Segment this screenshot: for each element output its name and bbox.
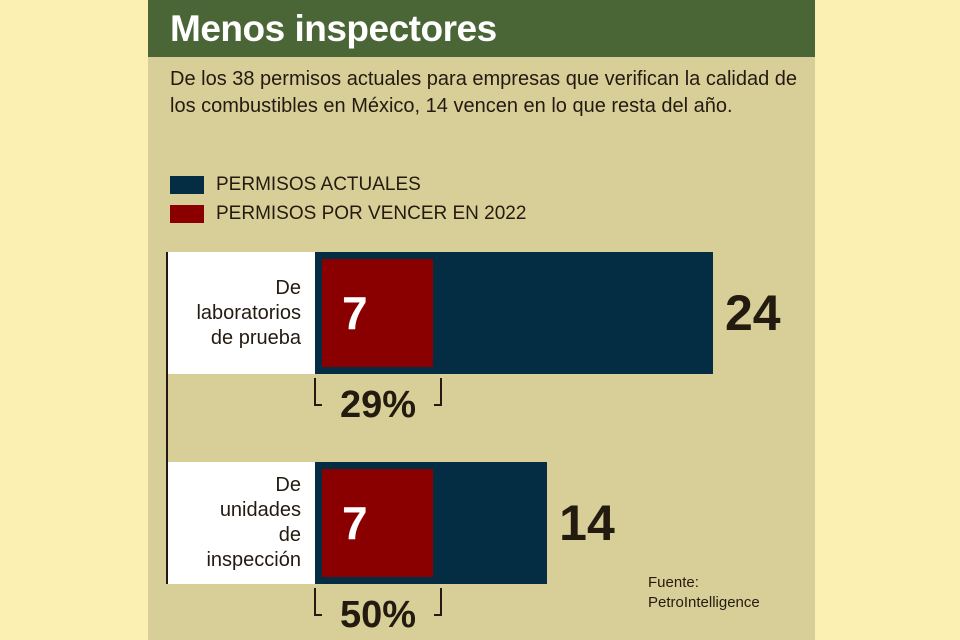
infographic-panel: Menos inspectores De los 38 permisos act…	[148, 0, 815, 640]
percent-label: 50%	[340, 594, 417, 636]
legend-item-current: PERMISOS ACTUALES	[170, 174, 421, 196]
category-label-line: inspección	[206, 549, 301, 571]
legend-item-expiring: PERMISOS POR VENCER EN 2022	[170, 203, 526, 225]
bar-current: 7	[315, 252, 713, 374]
category-label-line: laboratorios	[196, 301, 301, 324]
source-note: Fuente: PetroIntelligence	[648, 573, 760, 613]
legend-swatch-expiring	[170, 205, 204, 223]
bar-current: 7	[315, 462, 548, 584]
source-name: PetroIntelligence	[648, 594, 760, 611]
source-label: Fuente:	[648, 574, 699, 591]
legend-swatch-current	[170, 176, 204, 194]
data-label-current: 14	[559, 495, 615, 551]
category-label: De unidades de inspección	[168, 462, 315, 584]
percent-bracket: 50%	[314, 588, 443, 636]
category-axis	[166, 252, 168, 584]
category-label-line: de	[278, 524, 301, 546]
category-label-line: De	[275, 474, 301, 496]
percent-label: 29%	[340, 384, 417, 426]
category-label-line: De	[275, 276, 301, 299]
legend-label: PERMISOS POR VENCER EN 2022	[216, 203, 527, 224]
data-label-expiring: 7	[342, 497, 368, 549]
chart-title: Menos inspectores	[170, 8, 497, 49]
legend-label: PERMISOS ACTUALES	[216, 174, 421, 195]
chart-subtitle: De los 38 permisos actuales para empresa…	[170, 68, 798, 117]
category-label-line: de prueba	[210, 326, 301, 349]
data-label-expiring: 7	[342, 287, 368, 339]
bar-expiring: 7	[322, 469, 434, 577]
header: Menos inspectores	[148, 0, 815, 57]
category-label-line: unidades	[219, 499, 301, 521]
data-label-current: 24	[725, 285, 781, 341]
category-label: De laboratorios de prueba	[168, 252, 315, 374]
bar-expiring: 7	[322, 259, 434, 367]
percent-bracket: 29%	[314, 378, 443, 426]
